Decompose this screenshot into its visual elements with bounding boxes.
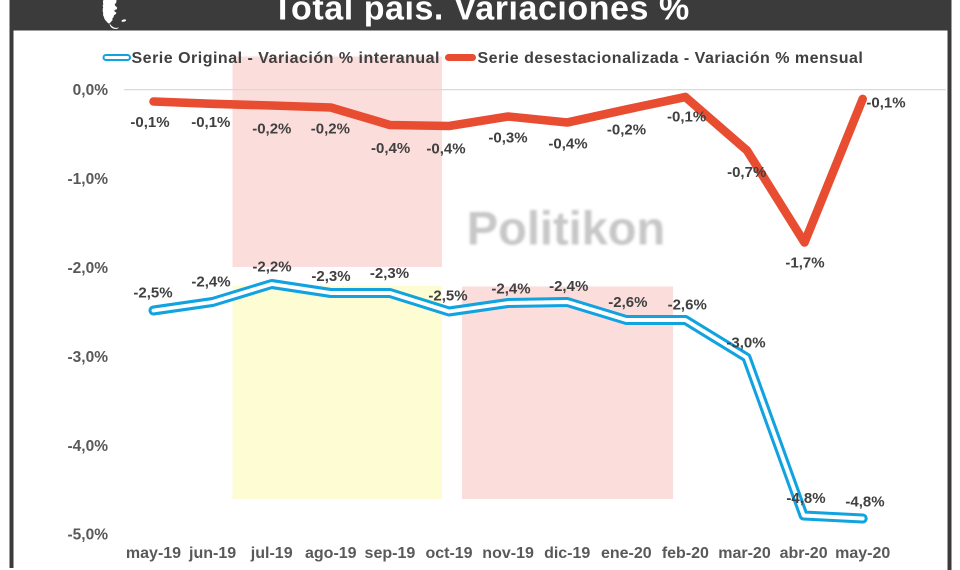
svg-text:jun-19: jun-19 (188, 545, 236, 562)
svg-text:-0,1%: -0,1% (130, 114, 169, 131)
svg-text:-1,0%: -1,0% (68, 171, 109, 188)
svg-text:oct-19: oct-19 (425, 545, 472, 562)
svg-text:-0,3%: -0,3% (488, 129, 527, 146)
svg-text:may-19: may-19 (126, 545, 181, 562)
svg-text:-0,4%: -0,4% (548, 135, 587, 152)
svg-text:-0,7%: -0,7% (727, 164, 766, 181)
svg-text:Serie Original - Variación % i: Serie Original - Variación % interanual (132, 50, 440, 67)
svg-text:-2,3%: -2,3% (370, 265, 409, 282)
svg-text:-3,0%: -3,0% (726, 334, 765, 351)
svg-text:nov-19: nov-19 (482, 545, 534, 562)
svg-text:Politikon: Politikon (467, 202, 665, 255)
svg-text:-5,0%: -5,0% (68, 527, 109, 544)
svg-text:-2,5%: -2,5% (133, 284, 172, 301)
svg-text:-2,6%: -2,6% (668, 297, 707, 314)
svg-text:abr-20: abr-20 (780, 545, 828, 562)
svg-text:-0,2%: -0,2% (252, 121, 291, 138)
svg-text:feb-20: feb-20 (662, 545, 709, 562)
svg-text:-2,6%: -2,6% (608, 294, 647, 311)
svg-text:-0,4%: -0,4% (426, 140, 465, 157)
svg-text:-2,4%: -2,4% (191, 273, 230, 290)
svg-text:-2,5%: -2,5% (428, 287, 467, 304)
svg-text:Total país. Variaciones %: Total país. Variaciones % (272, 0, 690, 28)
svg-text:mar-20: mar-20 (718, 545, 771, 562)
svg-text:-2,3%: -2,3% (311, 268, 350, 285)
svg-text:dic-19: dic-19 (544, 545, 590, 562)
svg-text:sep-19: sep-19 (365, 545, 416, 562)
svg-text:Serie desestacionalizada - Var: Serie desestacionalizada - Variación % m… (478, 50, 864, 67)
svg-text:0,0%: 0,0% (73, 82, 109, 99)
svg-text:-2,2%: -2,2% (252, 258, 291, 275)
svg-text:-0,4%: -0,4% (371, 140, 410, 157)
svg-text:-0,2%: -0,2% (607, 121, 646, 138)
svg-text:-0,1%: -0,1% (866, 94, 905, 111)
svg-text:-2,0%: -2,0% (68, 260, 109, 277)
svg-text:-4,0%: -4,0% (68, 438, 109, 455)
svg-text:-0,1%: -0,1% (667, 109, 706, 126)
svg-text:may-20: may-20 (835, 545, 890, 562)
svg-text:-4,8%: -4,8% (786, 490, 825, 507)
svg-text:jul-19: jul-19 (250, 545, 293, 562)
svg-text:ene-20: ene-20 (601, 545, 652, 562)
svg-text:ago-19: ago-19 (305, 545, 357, 562)
svg-text:-0,2%: -0,2% (311, 121, 350, 138)
svg-text:-0,1%: -0,1% (191, 114, 230, 131)
svg-text:-2,4%: -2,4% (549, 278, 588, 295)
svg-text:-1,7%: -1,7% (785, 254, 824, 271)
svg-text:-4,8%: -4,8% (845, 493, 884, 510)
svg-text:-2,4%: -2,4% (491, 281, 530, 298)
svg-text:-3,0%: -3,0% (68, 349, 109, 366)
